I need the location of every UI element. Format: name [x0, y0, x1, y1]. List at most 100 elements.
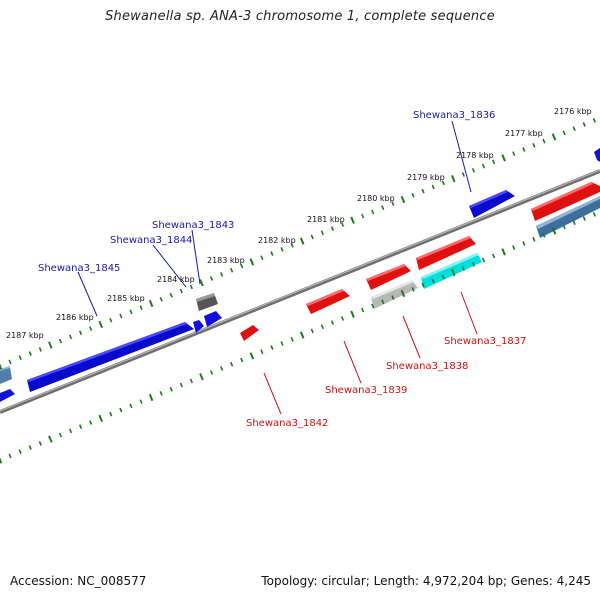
tick-mark — [572, 220, 576, 226]
tick-mark — [512, 151, 516, 157]
tick-mark — [532, 143, 536, 148]
tick-mark — [28, 351, 32, 356]
tick-mark — [129, 309, 133, 315]
tick-mark — [260, 255, 264, 261]
tick-mark — [542, 138, 546, 144]
tick-mark — [98, 320, 104, 328]
tick-mark — [592, 211, 596, 217]
tick-mark — [411, 286, 415, 292]
tick-mark — [179, 288, 183, 294]
tick-mark — [48, 435, 53, 443]
tick-mark — [58, 432, 63, 438]
gene-feature[interactable] — [536, 196, 600, 229]
tick-mark — [551, 133, 557, 141]
gene-feature[interactable] — [366, 264, 406, 281]
gene-feature[interactable] — [594, 148, 600, 162]
tick-mark — [189, 284, 193, 290]
gene-feature[interactable] — [27, 322, 194, 392]
tick-mark — [89, 420, 93, 425]
tick-label: 2186 kbp — [56, 313, 94, 322]
gene-label-forward[interactable]: Shewana3_1845 — [38, 263, 120, 274]
tick-mark — [18, 355, 22, 361]
gene-feature[interactable] — [416, 236, 471, 260]
tick-mark — [209, 276, 214, 281]
tick-label: 2177 kbp — [505, 129, 543, 138]
tick-mark — [582, 122, 586, 127]
gene-feature[interactable] — [306, 289, 344, 306]
tick-label: 2187 kbp — [6, 331, 44, 340]
gene-feature[interactable] — [469, 190, 508, 208]
tick-mark — [320, 230, 324, 236]
gene-label-reverse[interactable]: Shewana3_1842 — [246, 418, 328, 429]
tick-label: 2184 kbp — [157, 275, 195, 284]
forward-strand-features — [0, 148, 600, 402]
tick-mark — [572, 126, 576, 132]
gene-feature[interactable] — [193, 320, 204, 333]
tick-mark — [169, 386, 173, 392]
tick-mark — [209, 370, 214, 375]
tick-mark — [400, 195, 406, 204]
tick-mark — [431, 184, 435, 190]
gene-feature[interactable] — [421, 253, 479, 279]
tick-label: 2182 kbp — [258, 236, 296, 245]
tick-label: 2183 kbp — [207, 256, 245, 265]
tick-mark — [68, 334, 73, 340]
forward-gene-labels: Shewana3_1836 Shewana3_1843 Shewana3_184… — [38, 110, 495, 274]
gene-feature[interactable] — [0, 367, 12, 384]
tick-mark — [582, 216, 586, 221]
gene-feature[interactable] — [421, 253, 482, 289]
outer-tick-marks — [0, 117, 596, 370]
gene-feature[interactable] — [0, 389, 15, 402]
tick-mark — [109, 411, 113, 417]
tick-mark — [361, 307, 365, 313]
tick-mark — [199, 279, 204, 287]
gene-label-reverse[interactable]: Shewana3_1838 — [386, 361, 468, 372]
gene-label-forward[interactable]: Shewana3_1844 — [110, 235, 192, 246]
gene-feature[interactable] — [196, 293, 215, 302]
tick-mark — [471, 167, 476, 173]
tick-label: 2185 kbp — [107, 294, 145, 303]
gene-feature[interactable] — [0, 366, 10, 371]
gene-feature[interactable] — [366, 264, 411, 290]
gene-feature[interactable] — [27, 322, 187, 382]
tick-label: 2176 kbp — [554, 107, 592, 116]
gene-feature[interactable] — [416, 236, 476, 270]
tick-mark — [179, 382, 183, 388]
tick-mark — [8, 453, 12, 459]
tick-mark — [411, 192, 415, 198]
genome-stats-text: Topology: circular; Length: 4,972,204 bp… — [261, 574, 591, 588]
tick-mark — [280, 247, 284, 252]
tick-mark — [310, 328, 314, 334]
tick-mark — [350, 310, 355, 318]
tick-mark — [220, 366, 224, 371]
chromosome-backbone-highlight — [0, 169, 600, 412]
gene-feature[interactable] — [531, 182, 593, 211]
tick-mark — [551, 227, 557, 235]
tick-mark — [78, 424, 83, 430]
tick-mark — [562, 130, 566, 136]
tick-mark — [461, 172, 465, 177]
gene-label-forward[interactable]: Shewana3_1843 — [152, 220, 234, 231]
tick-mark — [38, 347, 42, 352]
tick-mark — [58, 338, 63, 344]
tick-label: 2180 kbp — [357, 194, 395, 203]
gene-feature[interactable] — [469, 190, 515, 218]
gene-label-forward[interactable]: Shewana3_1836 — [413, 110, 495, 121]
reverse-label-leaders — [263, 291, 478, 415]
gene-label-reverse[interactable]: Shewana3_1837 — [444, 336, 526, 347]
tick-mark — [119, 313, 123, 319]
tick-mark — [189, 378, 193, 384]
tick-mark — [461, 266, 465, 271]
gene-feature[interactable] — [240, 325, 259, 341]
tick-mark — [451, 175, 456, 183]
gene-label-reverse[interactable]: Shewana3_1839 — [325, 385, 407, 396]
gene-feature[interactable] — [531, 182, 600, 221]
tick-mark — [299, 237, 305, 245]
gene-feature[interactable] — [204, 311, 222, 327]
gene-feature[interactable] — [371, 280, 414, 299]
tick-mark — [441, 274, 445, 280]
tick-label: 2179 kbp — [407, 173, 445, 182]
gene-feature[interactable] — [306, 289, 350, 314]
tick-mark — [119, 407, 123, 413]
tick-mark — [28, 445, 32, 450]
